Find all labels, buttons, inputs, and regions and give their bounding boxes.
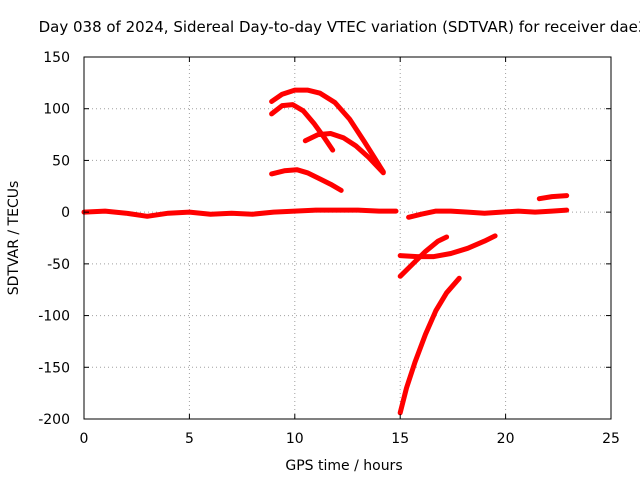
y-tick-label: 50 xyxy=(52,153,70,169)
y-tick-label: 100 xyxy=(43,102,70,118)
x-tick-label: 5 xyxy=(185,431,194,447)
series-baseline-1 xyxy=(81,207,399,219)
y-tick-label: -100 xyxy=(38,309,70,325)
x-tick-label: 20 xyxy=(497,431,515,447)
series-baseline-2 xyxy=(406,207,570,220)
x-tick-label: 0 xyxy=(80,431,89,447)
y-ticks: 150 100 50 0 -50 -100 -150 -200 xyxy=(38,50,611,428)
x-ticks: 0 5 10 15 20 25 xyxy=(80,57,620,447)
series-arc-4 xyxy=(269,167,344,193)
y-tick-label: 0 xyxy=(61,205,70,221)
y-axis-label: SDTVAR / TECUs xyxy=(6,181,22,296)
series-arc-2 xyxy=(269,102,336,153)
y-tick-label: -50 xyxy=(47,257,70,273)
x-tick-label: 15 xyxy=(391,431,409,447)
series-curve-1 xyxy=(397,233,498,260)
x-axis-label: GPS time / hours xyxy=(285,458,402,474)
y-tick-label: -200 xyxy=(38,412,70,428)
series-rise-1 xyxy=(397,234,450,279)
chart-title: Day 038 of 2024, Sidereal Day-to-day VTE… xyxy=(39,18,640,36)
grid-lines xyxy=(84,57,611,419)
y-tick-label: 150 xyxy=(43,50,70,66)
x-tick-label: 10 xyxy=(286,431,304,447)
series-steep-rise xyxy=(397,275,462,416)
y-tick-label: -150 xyxy=(38,360,70,376)
series-arc-3 xyxy=(302,131,386,176)
series-group xyxy=(81,87,570,416)
series-short-segment xyxy=(536,193,570,202)
series-arc-1 xyxy=(269,87,386,175)
plot-frame xyxy=(83,56,612,420)
x-tick-label: 25 xyxy=(602,431,620,447)
